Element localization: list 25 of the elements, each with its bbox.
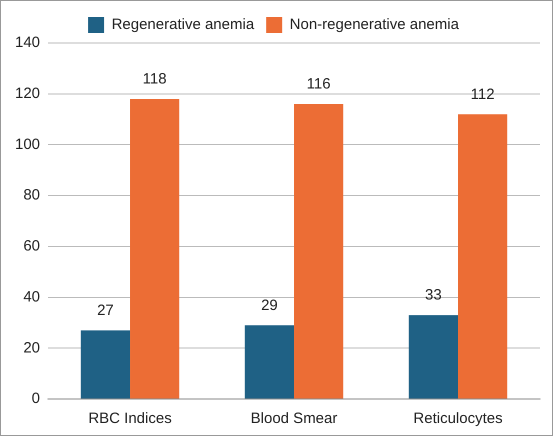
bar xyxy=(294,104,344,398)
x-tick-label: Reticulocytes xyxy=(413,410,503,428)
y-tick-label: 80 xyxy=(23,186,40,204)
data-label: 33 xyxy=(425,286,442,304)
data-label: 29 xyxy=(261,296,278,314)
x-tick-label: RBC Indices xyxy=(88,410,172,428)
y-tick-label: 40 xyxy=(23,288,40,306)
data-label: 27 xyxy=(97,302,114,319)
bar xyxy=(80,330,130,398)
bar xyxy=(458,114,508,398)
bar xyxy=(408,315,458,398)
data-label: 116 xyxy=(306,76,331,93)
data-label: 118 xyxy=(142,70,167,88)
bar xyxy=(244,325,294,398)
bar xyxy=(130,98,180,398)
data-label: 112 xyxy=(470,86,495,103)
y-tick-label: 60 xyxy=(23,238,40,255)
y-tick-label: 20 xyxy=(23,339,40,356)
legend-label: Non-regenerative anemia xyxy=(290,16,460,34)
y-tick-label: 0 xyxy=(32,390,40,408)
y-tick-label: 140 xyxy=(14,34,40,52)
legend-label: Regenerative anemia xyxy=(112,16,255,34)
y-tick-label: 100 xyxy=(14,136,40,153)
y-tick-label: 120 xyxy=(14,85,40,102)
x-tick-label: Blood Smear xyxy=(250,410,338,428)
